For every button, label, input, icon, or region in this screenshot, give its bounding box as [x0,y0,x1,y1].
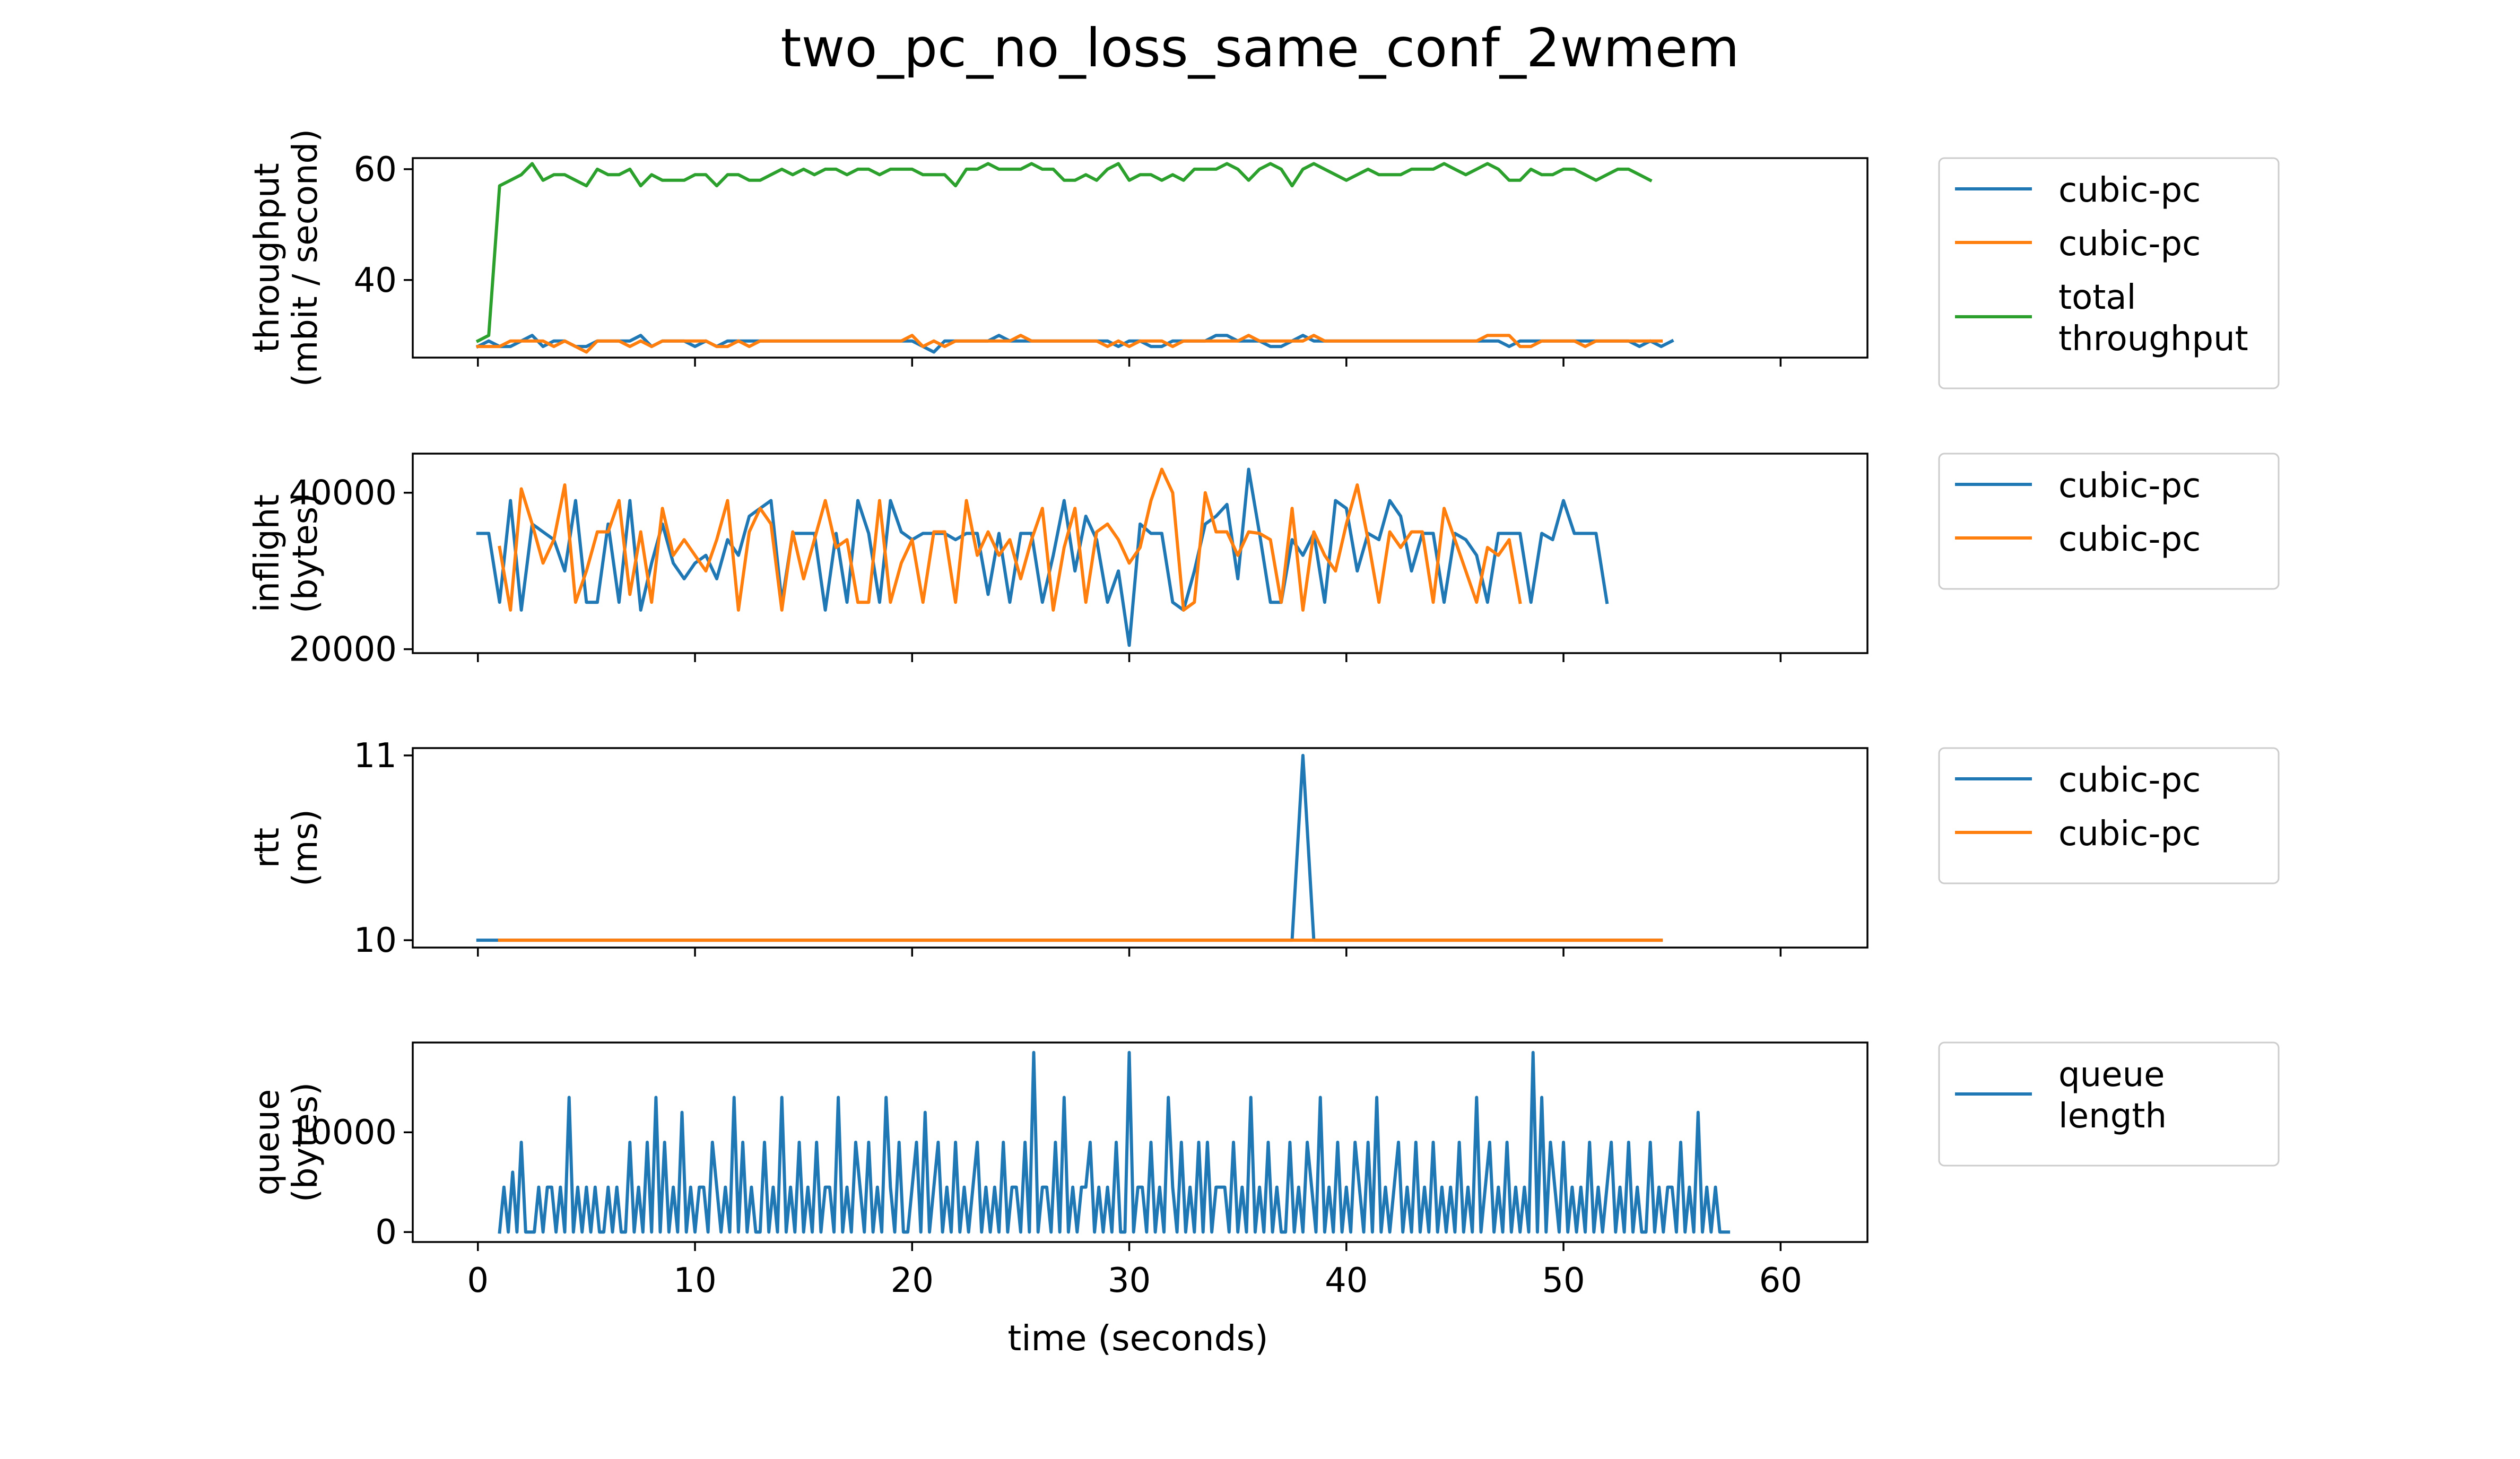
y-tick-label: 10 [354,921,397,960]
y-tick-label: 0 [375,1213,397,1252]
legend-entry: total throughput [1955,278,2248,359]
chart-title: two_pc_no_loss_same_conf_2wmem [780,17,1739,79]
legend-label-line: cubic-pc [2058,814,2201,854]
legend-entry: cubic-pc [1955,171,2201,210]
legend-label-line: cubic-pc [2058,761,2201,800]
series-line-3 [475,162,1653,343]
legend: cubic-pc cubic-pc [1938,747,2280,884]
y-axis-label-line: queue [248,1089,287,1196]
y-axis-label-line: rtt [248,828,287,869]
y-axis-label-line: (mbit / second) [286,129,325,387]
legend-label: cubic-pc [2058,171,2201,210]
legend-label-line: queue [2058,1055,2165,1095]
legend-entry: cubic-pc [1955,466,2201,506]
x-tick-label: 10 [673,1261,716,1300]
y-axis-label-line: throughput [248,163,287,353]
legend-entry: cubic-pc [1955,761,2201,800]
legend-label-line: cubic-pc [2058,224,2201,264]
y-axis-label-line: (bytes) [286,493,325,613]
legend-entry: cubic-pc [1955,520,2201,559]
legend-label: total throughput [2058,278,2248,359]
axes-frame [412,453,1869,654]
series-line-2 [476,334,1663,354]
series-line-1 [498,1050,1731,1234]
axes-frame [412,1041,1869,1243]
x-tick-label: 20 [891,1261,934,1300]
legend-frame [1938,747,2280,884]
x-axis-label: time (seconds) [1007,1318,1268,1359]
legend-label-line: cubic-pc [2058,171,2201,210]
series-line-1 [476,467,1609,647]
y-tick-label: 10000 [289,1113,397,1152]
subplot-3: 10 11 rtt(ms) cubic-pc cubic-pc [248,736,2280,960]
x-tick-label: 50 [1542,1261,1585,1300]
legend-frame [1938,453,2280,590]
legend-label-line: cubic-pc [2058,520,2201,559]
y-axis-label: rtt(ms) [248,809,325,887]
legend-label: cubic-pc [2058,761,2201,800]
series-line-2 [498,467,1522,612]
legend-label: cubic-pc [2058,466,2201,506]
legend-label-line: cubic-pc [2058,466,2201,506]
y-tick-label: 20000 [289,630,397,670]
legend: cubic-pc cubic-pc [1938,453,2280,590]
legend-entry: cubic-pc [1955,814,2201,854]
legend-label-line: length [2058,1097,2167,1136]
x-tick-label: 30 [1108,1261,1151,1300]
y-axis-label-line: (bytes) [286,1082,325,1202]
legend-label: queue length [2058,1055,2167,1136]
x-tick-label: 0 [467,1261,489,1300]
legend: queue length [1938,1041,2280,1167]
legend-entry: cubic-pc [1955,224,2201,264]
legend-frame [1938,157,2280,389]
y-axis-label: queue(bytes) [248,1082,325,1202]
y-axis-label-line: (ms) [286,809,325,887]
y-axis-label-line: inflight [248,494,287,613]
y-tick-label: 60 [354,150,397,189]
legend-label-line: throughput [2058,319,2248,359]
y-tick-label: 40 [354,261,397,300]
y-axis-label: throughput(mbit / second) [248,129,325,387]
legend-entry: queue length [1955,1055,2167,1136]
y-axis-label: inflight(bytes) [248,493,325,613]
y-tick-label: 11 [354,736,397,776]
axes-frame [412,747,1869,949]
y-tick-label: 40000 [289,474,397,513]
legend-label-line: total [2058,278,2136,317]
legend-frame [1938,1041,2280,1167]
legend: cubic-pc cubic-pc total throughput [1938,157,2280,389]
x-tick-label: 60 [1759,1261,1802,1300]
axes-frame [412,157,1869,359]
legend-label: cubic-pc [2058,520,2201,559]
subplot-2: 2000040000inflight(bytes)cubic-pccubic-p… [248,453,2280,670]
legend-label: cubic-pc [2058,814,2201,854]
legend-label: cubic-pc [2058,224,2201,264]
x-tick-label: 40 [1325,1261,1368,1300]
